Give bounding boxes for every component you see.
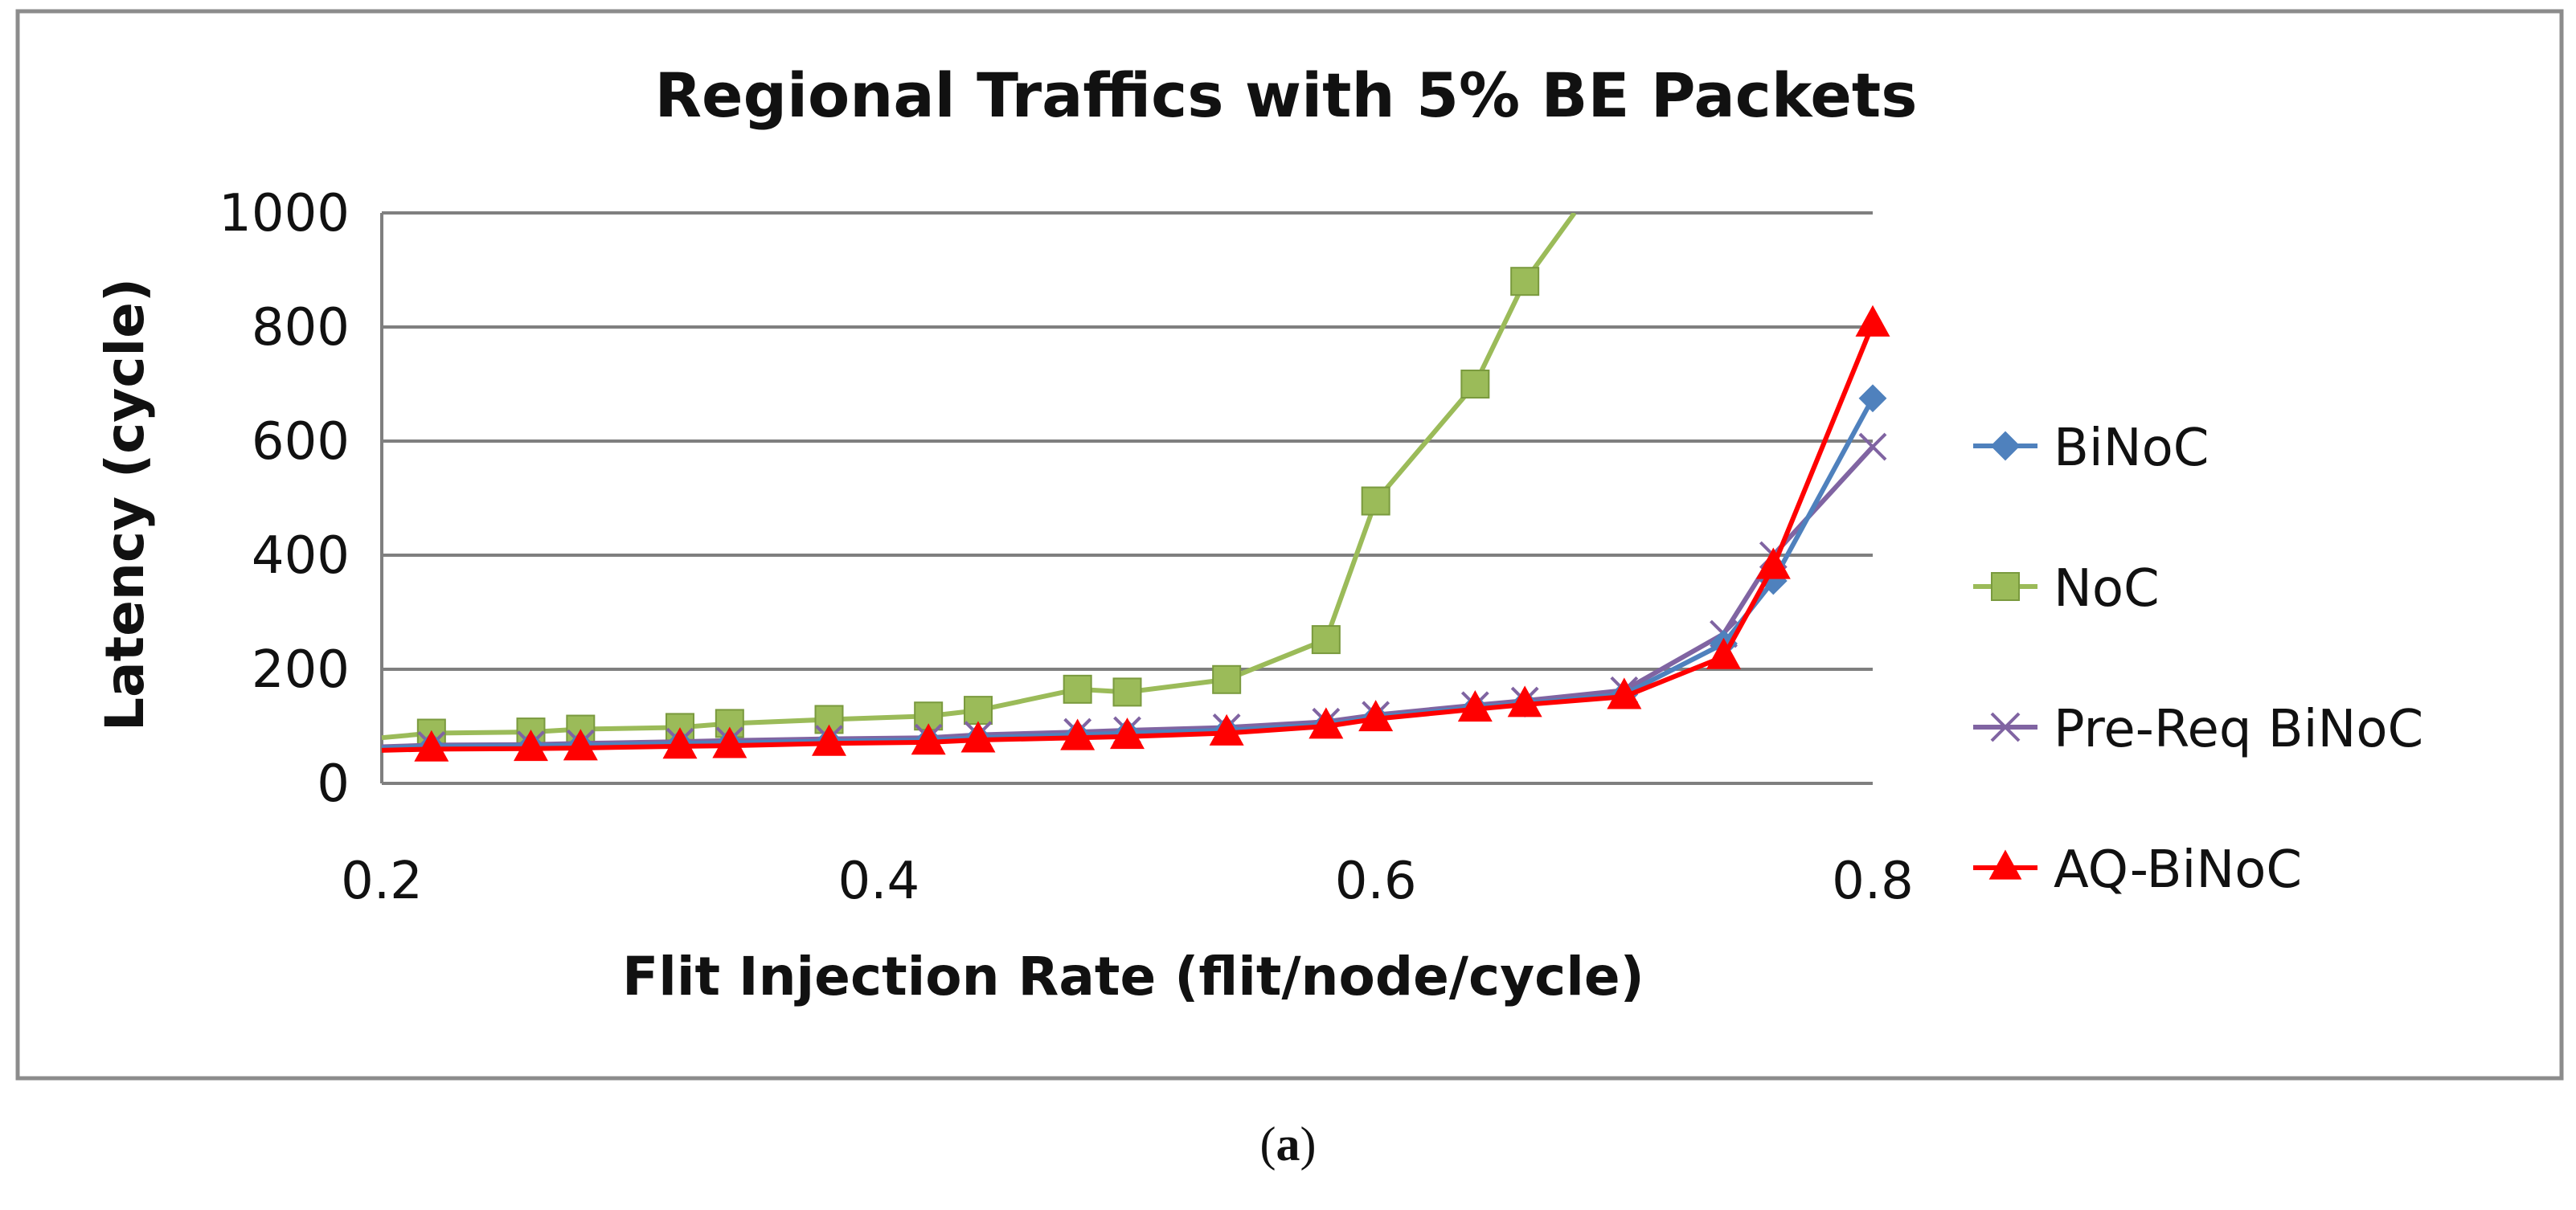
caption-letter: a <box>1276 1118 1300 1171</box>
y-tick-label: 600 <box>252 412 350 472</box>
legend-entry: Pre-Req BiNoC <box>1973 700 2423 759</box>
data-point <box>1460 370 1490 399</box>
legend-label: Pre-Req BiNoC <box>2054 700 2423 759</box>
data-point <box>1858 384 1887 413</box>
x-axis-label: Flit Injection Rate (flit/node/cycle) <box>622 946 1644 1008</box>
chart-title: Regional Traffics with 5% BE Packets <box>655 59 1918 131</box>
legend-marker <box>1990 712 2021 742</box>
data-point <box>1311 625 1341 655</box>
y-tick-label: 800 <box>252 298 350 358</box>
data-point <box>1755 547 1791 579</box>
y-tick-label: 400 <box>252 526 350 586</box>
data-point <box>960 721 996 753</box>
legend-entry: NoC <box>1973 559 2160 619</box>
data-point <box>1507 685 1542 717</box>
data-point <box>712 726 747 758</box>
legend: BiNoC NoC Pre-Req BiNoC AQ-BiNoC <box>1973 419 2423 900</box>
series-aq-binoc <box>381 305 1890 762</box>
data-point <box>964 696 993 726</box>
chart-frame <box>15 9 2564 1081</box>
data-point <box>1358 700 1394 732</box>
legend-entry: AQ-BiNoC <box>1973 840 2302 900</box>
data-point <box>1858 432 1887 461</box>
legend-label: NoC <box>2054 559 2160 619</box>
data-point <box>1510 267 1540 296</box>
legend-marker <box>1991 572 2020 601</box>
data-point <box>514 730 548 762</box>
x-tick-label: 0.6 <box>1335 852 1417 911</box>
x-tick-label: 0.2 <box>341 852 423 911</box>
legend-marker <box>1990 431 2021 461</box>
data-point <box>1855 305 1890 337</box>
legend-marker <box>1988 849 2022 880</box>
data-point <box>812 724 846 756</box>
data-point <box>662 727 698 759</box>
plot-area: 0 200 400 600 800 1000 0.2 0.4 0.6 0.8 <box>219 184 1914 911</box>
data-point <box>1212 664 1242 694</box>
data-point <box>1706 637 1741 669</box>
y-tick-label: 200 <box>252 640 350 700</box>
figure-caption: (a) <box>1259 1118 1317 1171</box>
legend-label: AQ-BiNoC <box>2054 840 2302 900</box>
data-point <box>911 723 946 755</box>
series-line <box>381 323 1875 753</box>
x-tick-label: 0.4 <box>838 852 919 911</box>
data-point <box>1110 717 1145 750</box>
data-point <box>1457 690 1493 722</box>
data-point <box>1607 677 1642 709</box>
legend-label: BiNoC <box>2054 419 2209 478</box>
data-point <box>414 730 449 762</box>
data-point <box>563 729 598 761</box>
y-tick-label: 1000 <box>219 184 350 243</box>
data-point <box>1361 486 1390 516</box>
data-point <box>1060 718 1096 750</box>
y-tick-label: 0 <box>317 754 350 814</box>
x-tick-label: 0.8 <box>1832 852 1914 911</box>
data-point <box>1308 707 1344 739</box>
y-axis-label: Latency (cycle) <box>94 278 156 731</box>
data-point <box>1209 713 1244 746</box>
legend-entry: BiNoC <box>1973 419 2209 478</box>
data-point <box>1112 677 1142 707</box>
data-point <box>1063 674 1092 704</box>
